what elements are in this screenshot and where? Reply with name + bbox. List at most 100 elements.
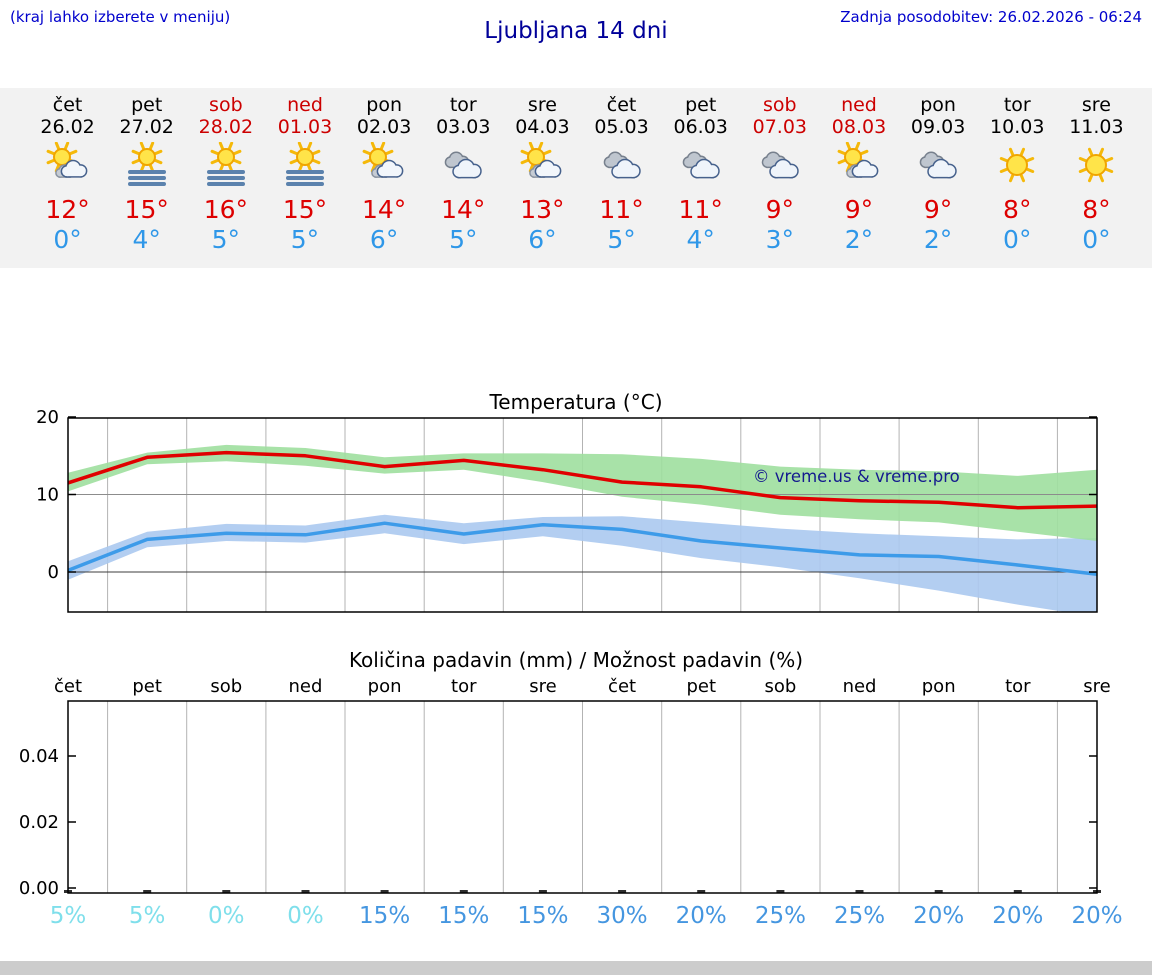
svg-text:© vreme.us & vreme.pro: © vreme.us & vreme.pro: [753, 467, 960, 486]
precip-probability: 30%: [596, 903, 648, 929]
min-temp: 5°: [290, 225, 320, 254]
svg-text:20: 20: [36, 410, 59, 428]
max-temp: 11°: [599, 195, 644, 224]
precip-day-label: ned: [288, 676, 323, 697]
max-temp: 16°: [203, 195, 248, 224]
precipitation-chart-title: Količina padavin (mm) / Možnost padavin …: [348, 648, 804, 672]
day-date: 05.03: [594, 116, 649, 138]
min-temp: 5°: [449, 225, 478, 254]
precip-probability: 5%: [128, 903, 166, 929]
day-column[interactable]: pon 09.03 9° 2°: [899, 94, 978, 254]
day-name: tor: [449, 94, 477, 116]
day-date: 10.03: [990, 116, 1045, 138]
day-column[interactable]: pet 06.03 11° 4°: [661, 94, 740, 254]
day-name: pon: [920, 94, 956, 116]
min-temp: 3°: [765, 225, 795, 254]
day-column[interactable]: sob 28.02 16° 5°: [186, 94, 265, 254]
day-date: 26.02: [40, 116, 95, 138]
menu-note: (kraj lahko izberete v meniju): [10, 8, 231, 26]
precip-day-label: tor: [451, 676, 477, 697]
day-name: ned: [841, 94, 877, 116]
day-date: 28.02: [198, 116, 254, 138]
precip-day-label: čet: [53, 676, 83, 697]
forecast-strip-inner: čet 26.02 12° 0° pet 27.02 15° 4° sob 28.02 16° 5° n…: [28, 94, 1136, 254]
day-column[interactable]: ned 08.03 9° 2°: [819, 94, 898, 254]
max-temp: 9°: [923, 195, 953, 224]
clouds-icon: [899, 140, 978, 192]
day-column[interactable]: pet 27.02 15° 4°: [107, 94, 186, 254]
last-update: Zadnja posodobitev: 26.02.2026 - 06:24: [840, 8, 1142, 26]
max-temp: 9°: [844, 195, 874, 224]
precip-probability: 0%: [287, 903, 324, 929]
day-date: 11.03: [1069, 116, 1124, 138]
day-column[interactable]: sre 11.03 8° 0°: [1057, 94, 1136, 254]
day-column[interactable]: sre 04.03 13° 6°: [503, 94, 582, 254]
precip-probability: 20%: [1071, 903, 1123, 929]
precip-probability: 0%: [208, 903, 245, 929]
min-temp: 2°: [923, 225, 953, 254]
precipitation-chart: 0.00 0.02 0.04: [19, 700, 1101, 899]
day-column[interactable]: pon 02.03 14° 6°: [345, 94, 424, 254]
min-temp: 6°: [528, 225, 557, 254]
min-temp: 0°: [53, 225, 82, 254]
day-column[interactable]: sob 07.03 9° 3°: [740, 94, 819, 254]
precip-day-label: sre: [529, 676, 557, 697]
sun-cloud-icon: [345, 140, 424, 192]
sun-cloud-icon: [819, 140, 898, 192]
page-title: Ljubljana 14 dni: [484, 18, 668, 44]
precip-day-label: ned: [842, 676, 877, 697]
day-column[interactable]: tor 10.03 8° 0°: [978, 94, 1057, 254]
precip-day-label: pet: [132, 676, 162, 697]
day-name: tor: [1003, 94, 1031, 116]
precip-probability: 25%: [754, 903, 806, 929]
day-column[interactable]: čet 26.02 12° 0°: [28, 94, 107, 254]
day-date: 07.03: [752, 116, 808, 138]
precip-probability: 20%: [913, 903, 965, 929]
precip-probability: 15%: [359, 903, 411, 929]
min-temp: 0°: [1003, 225, 1032, 254]
max-temp: 15°: [124, 195, 169, 224]
min-temp: 5°: [607, 225, 636, 254]
max-temp: 14°: [361, 195, 407, 224]
precip-day-label: pet: [686, 676, 716, 697]
min-temp: 2°: [844, 225, 874, 254]
sun-icon: [978, 140, 1057, 192]
forecast-strip: čet 26.02 12° 0° pet 27.02 15° 4° sob 28.02 16° 5° n…: [0, 88, 1152, 268]
min-temp: 0°: [1082, 225, 1111, 254]
fog-sun-icon: [107, 140, 186, 192]
footer-bar: [0, 961, 1152, 975]
max-temp: 8°: [1082, 195, 1111, 224]
precip-day-label: pon: [921, 676, 956, 697]
precip-day-label: tor: [1005, 676, 1031, 697]
max-temp: 14°: [441, 195, 486, 224]
clouds-icon: [424, 140, 503, 192]
day-name: čet: [52, 94, 83, 116]
temperature-chart-title: Temperatura (°C): [489, 390, 663, 414]
day-column[interactable]: ned 01.03 15° 5°: [265, 94, 344, 254]
day-column[interactable]: tor 03.03 14° 5°: [424, 94, 503, 254]
min-temp: 6°: [369, 225, 399, 254]
day-date: 01.03: [277, 116, 333, 138]
day-date: 06.03: [673, 116, 728, 138]
precip-day-label: sob: [210, 676, 243, 697]
day-name: ned: [287, 94, 323, 116]
precip-probability: 20%: [992, 903, 1044, 929]
svg-text:0.00: 0.00: [19, 878, 59, 899]
day-name: sre: [527, 94, 557, 116]
day-name: sre: [1081, 94, 1111, 116]
svg-text:10: 10: [36, 485, 59, 506]
max-temp: 12°: [45, 195, 90, 224]
clouds-icon: [740, 140, 819, 192]
precip-day-label: sob: [764, 676, 797, 697]
min-temp: 4°: [132, 225, 161, 254]
precip-probability: 5%: [49, 903, 87, 929]
day-name: čet: [606, 94, 637, 116]
max-temp: 8°: [1003, 195, 1032, 224]
day-name: pon: [366, 94, 402, 116]
day-column[interactable]: čet 05.03 11° 5°: [582, 94, 661, 254]
precip-day-label: sre: [1083, 676, 1111, 697]
sun-cloud-icon: [503, 140, 582, 192]
day-name: sob: [763, 94, 797, 116]
svg-text:0: 0: [48, 562, 59, 583]
